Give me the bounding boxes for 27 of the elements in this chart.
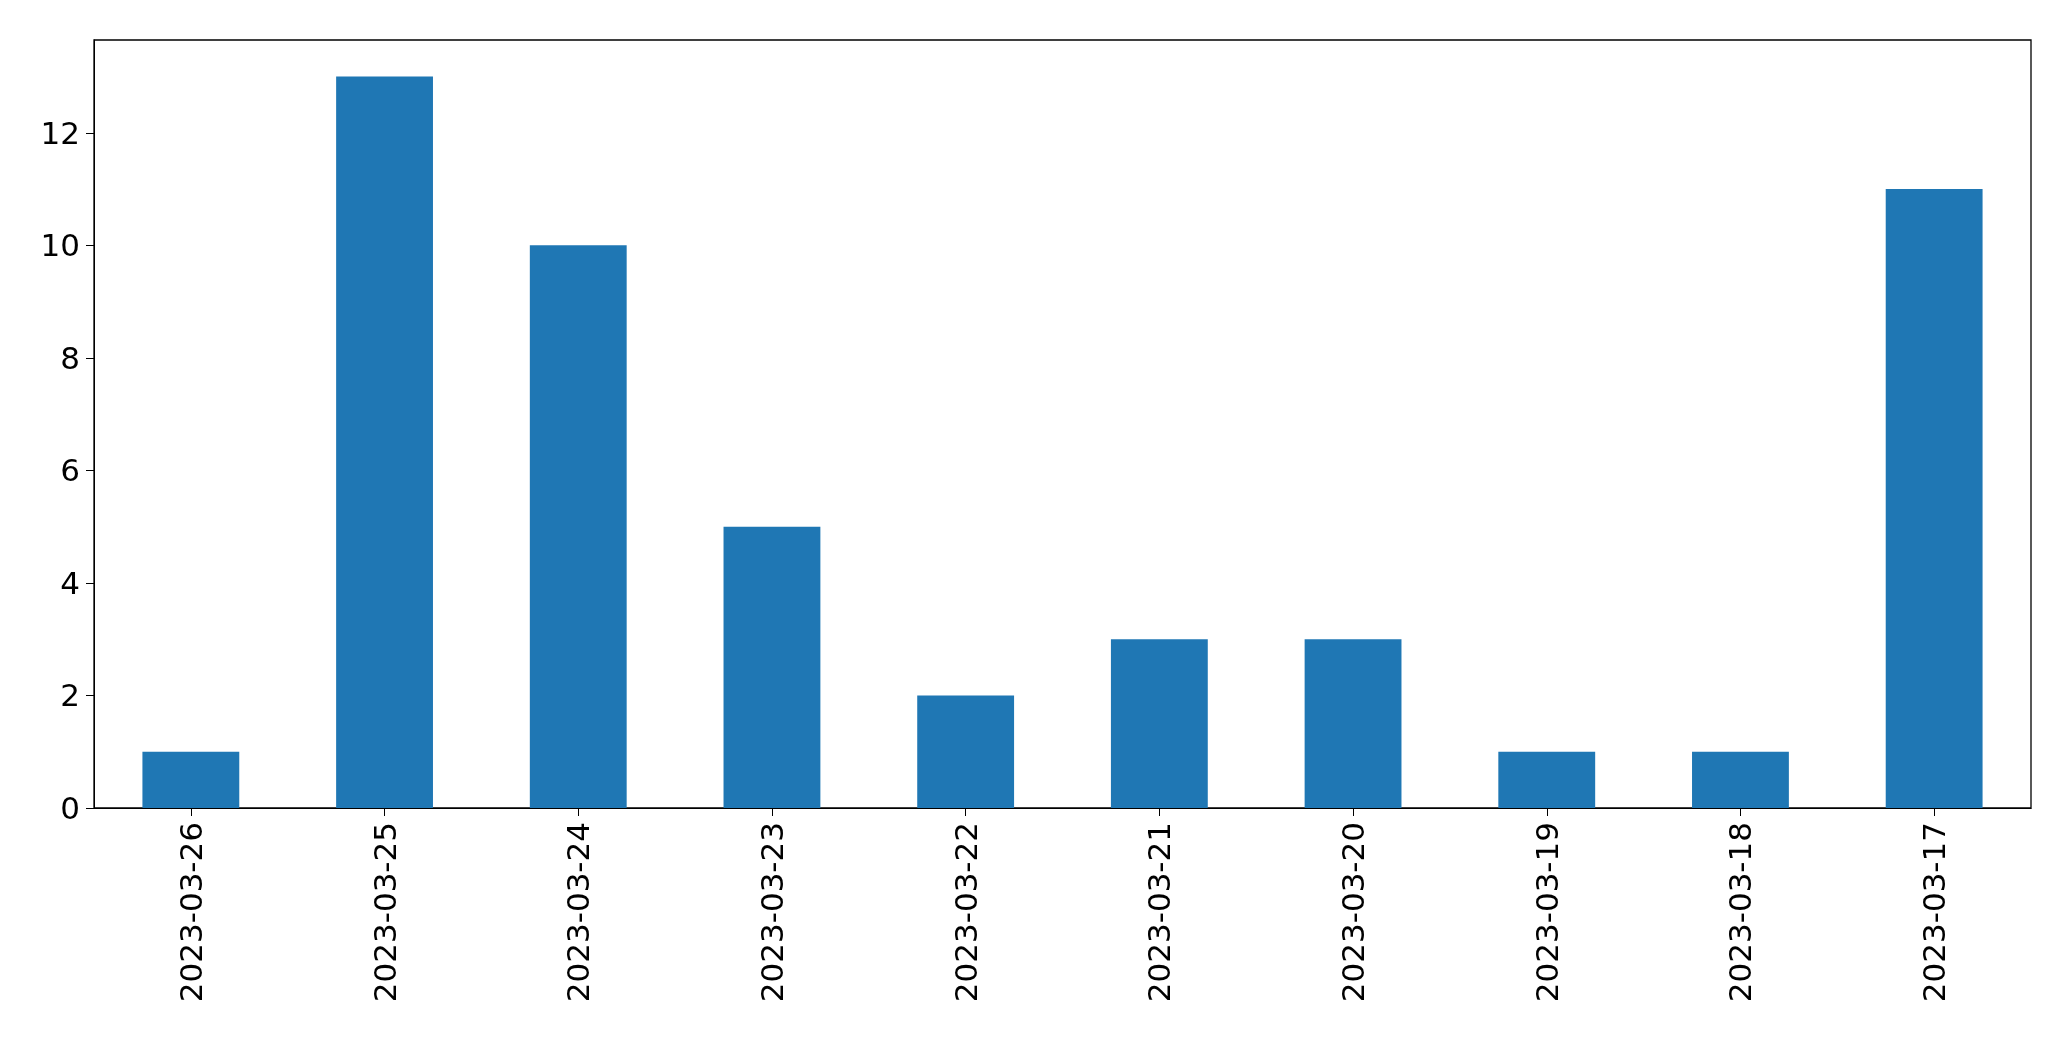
bar [1692,751,1789,808]
x-tick-label: 2023-03-23 [753,822,790,1003]
y-tick-label: 12 [40,114,80,151]
x-tick-label: 2023-03-24 [560,822,597,1003]
y-tick-label: 4 [60,564,80,601]
x-tick-label: 2023-03-21 [1141,822,1178,1003]
bar [336,76,433,808]
bar [723,526,821,808]
x-tick-label: 2023-03-17 [1916,822,1953,1003]
y-tick-label: 2 [60,677,80,714]
bar [1885,189,1983,808]
x-tick-label: 2023-03-20 [1335,822,1372,1003]
bar [142,751,240,808]
bar [917,695,1015,808]
y-tick-label: 0 [60,790,80,826]
x-tick-label: 2023-03-26 [172,822,209,1003]
x-tick-label: 2023-03-18 [1722,822,1759,1003]
x-tick-label: 2023-03-25 [366,822,403,1003]
y-tick-label: 8 [60,339,80,376]
bar [1110,639,1208,808]
bar [1304,639,1402,808]
y-tick-label: 6 [60,452,80,489]
bar [1498,751,1596,808]
x-tick-label: 2023-03-22 [947,822,984,1003]
x-tick-label: 2023-03-19 [1528,822,1565,1003]
y-tick-label: 10 [40,227,80,264]
bar [529,245,627,808]
